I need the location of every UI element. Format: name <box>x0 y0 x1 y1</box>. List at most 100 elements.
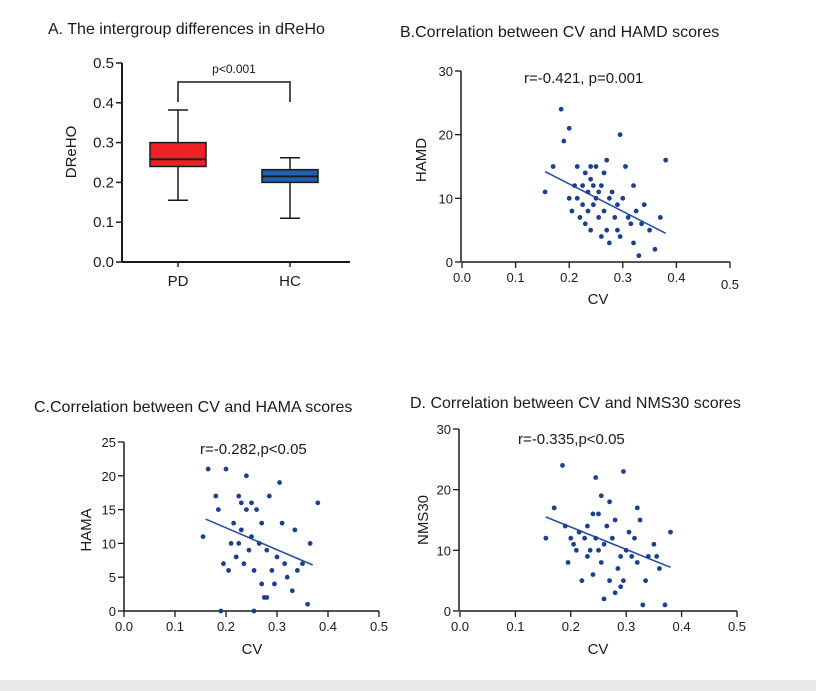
panel-b-data-point <box>607 195 612 201</box>
panel-d-data-point <box>568 535 574 541</box>
panel-a-y-tick-label: 0.0 <box>93 254 114 271</box>
panel-b-data-point <box>663 157 669 163</box>
panel-d-x-label: CV <box>588 641 609 658</box>
panel-d-data-point <box>562 523 568 529</box>
panel-d-x-tick-label: 0.3 <box>617 619 635 634</box>
panel-b-data-point <box>588 176 594 182</box>
panel-b-data-point <box>574 164 580 169</box>
panel-c-scatter-hama: C.Correlation between CV and HAMA scores… <box>34 399 388 658</box>
panel-c-data-point <box>264 547 270 553</box>
panel-d-data-point <box>629 554 635 559</box>
panel-d-data-point <box>623 547 629 553</box>
panel-b-y-label: HAMD <box>413 138 430 182</box>
panel-c-data-point <box>266 493 272 499</box>
panel-d-data-point <box>609 535 615 541</box>
panel-c-data-point <box>279 520 285 526</box>
panel-c-data-point <box>251 608 257 614</box>
panel-d-y-tick-label: 10 <box>437 543 451 558</box>
panel-d-data-point <box>612 517 618 523</box>
panel-d-data-point <box>596 547 601 553</box>
panel-d-data-point <box>632 535 637 541</box>
panel-c-data-point <box>238 527 244 533</box>
panel-b-y-tick-label: 20 <box>439 128 453 143</box>
panel-b-data-point <box>612 215 618 220</box>
panel-d-x-tick-label: 0.5 <box>728 619 746 634</box>
panel-c-data-point <box>256 541 262 546</box>
panel-d-data-point <box>551 505 557 511</box>
panel-c-data-point <box>205 466 211 472</box>
panel-c-y-tick-label: 5 <box>109 570 116 585</box>
panel-c-data-point <box>246 547 252 553</box>
panel-d-data-point <box>576 529 582 535</box>
panel-c-data-point <box>295 568 300 573</box>
panel-d-data-point <box>618 584 624 590</box>
panel-c-data-point <box>238 500 244 506</box>
panel-b-data-point <box>615 202 620 208</box>
panel-c-data-point <box>221 561 226 567</box>
panel-b-data-point <box>596 189 602 195</box>
panel-d-data-point <box>579 578 585 584</box>
panel-b-data-point <box>631 183 636 189</box>
panel-c-data-point <box>259 581 265 587</box>
panel-b-data-point <box>601 208 607 214</box>
panel-c-data-point <box>259 520 265 526</box>
panel-d-data-point <box>601 541 607 547</box>
panel-d-data-point <box>593 475 599 480</box>
panel-d-data-point <box>543 535 549 541</box>
panel-d-correlation-label: r=-0.335,p<0.05 <box>518 431 625 448</box>
panel-b-data-point <box>558 106 564 112</box>
panel-d-data-point <box>651 541 657 547</box>
panel-c-title: C.Correlation between CV and HAMA scores <box>34 399 352 416</box>
panel-b-data-point <box>582 221 588 227</box>
significance-bracket <box>177 81 291 102</box>
panel-b-data-point <box>566 195 572 201</box>
panel-b-x-label: CV <box>588 291 609 308</box>
panel-d-data-point <box>587 547 593 553</box>
panel-c-data-point <box>300 561 305 567</box>
panel-b-data-point <box>590 183 596 189</box>
panel-b-x-tick-label: 0.1 <box>507 270 525 285</box>
panel-d-data-point <box>643 578 648 584</box>
panel-b-data-point <box>604 157 610 163</box>
panel-c-data-point <box>236 541 242 546</box>
panel-c-data-point <box>274 554 280 560</box>
panel-c-data-point <box>277 480 282 485</box>
panel-c-data-point <box>284 574 290 580</box>
panel-b-data-point <box>617 234 623 239</box>
panel-a-y-tick-label: 0.1 <box>93 214 114 231</box>
panel-b-data-point <box>580 202 585 208</box>
panel-b-correlation-label: r=-0.421, p=0.001 <box>524 70 643 87</box>
panel-a-y-tick-label: 0.5 <box>93 55 114 72</box>
panel-c-data-point <box>269 568 275 573</box>
panel-a-category-label: PD <box>168 273 189 290</box>
panel-a-title: A. The intergroup differences in dReHo <box>48 21 325 38</box>
bottom-band <box>0 680 816 691</box>
panel-d-data-point <box>598 493 604 499</box>
panel-c-data-point <box>233 554 239 560</box>
panel-c-x-tick-label: 0.2 <box>217 619 235 634</box>
panel-b-data-point <box>609 189 615 195</box>
panel-b-data-point <box>572 183 577 189</box>
panel-d-data-point <box>590 572 596 577</box>
panel-b-data-point <box>542 189 548 195</box>
panel-d-data-point <box>598 560 604 565</box>
panel-b-data-point <box>569 208 575 214</box>
panel-d-data-point <box>590 511 596 517</box>
panel-b-x-tick-label: 0.5 <box>721 277 739 292</box>
panel-b-x-tick-label: 0.4 <box>667 270 685 285</box>
panel-c-data-point <box>228 541 234 546</box>
panel-c-data-point <box>315 500 321 506</box>
panel-c-y-label: HAMA <box>78 508 95 551</box>
panel-c-data-point <box>282 561 288 567</box>
panel-c-data-point <box>289 588 295 594</box>
panel-b-regression-line <box>544 170 667 235</box>
panel-c-y-tick-label: 10 <box>102 536 116 551</box>
panel-b-data-point <box>628 221 634 227</box>
p-value-label: p<0.001 <box>212 62 256 76</box>
panel-d-data-point <box>662 602 668 608</box>
panel-a-y-tick-label: 0.2 <box>93 174 114 191</box>
panel-d-data-point <box>582 535 588 541</box>
panel-d-data-point <box>645 554 651 559</box>
panel-d-data-point <box>573 547 579 553</box>
